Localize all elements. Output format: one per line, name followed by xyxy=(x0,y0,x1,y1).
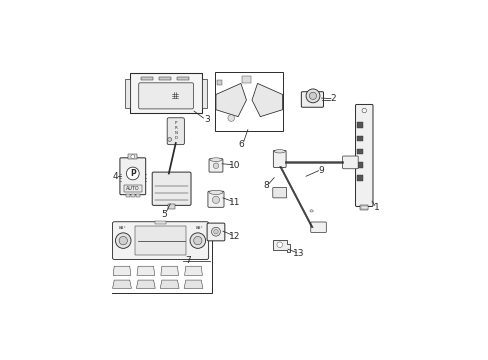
Circle shape xyxy=(167,138,171,141)
Bar xyxy=(357,149,363,154)
Polygon shape xyxy=(136,280,155,288)
Circle shape xyxy=(190,233,205,248)
Bar xyxy=(141,77,152,80)
Polygon shape xyxy=(183,280,203,288)
Polygon shape xyxy=(137,266,154,275)
Text: 10: 10 xyxy=(228,161,240,170)
Text: AUTO: AUTO xyxy=(126,186,140,191)
Text: 13: 13 xyxy=(292,249,304,258)
FancyBboxPatch shape xyxy=(152,172,191,205)
FancyBboxPatch shape xyxy=(112,222,208,260)
Text: 6: 6 xyxy=(238,140,244,149)
FancyBboxPatch shape xyxy=(355,104,372,207)
Bar xyxy=(360,205,367,210)
Ellipse shape xyxy=(309,210,313,212)
Bar xyxy=(109,228,211,293)
Circle shape xyxy=(361,108,366,113)
Text: D: D xyxy=(174,136,177,140)
Bar xyxy=(123,185,142,192)
Text: P: P xyxy=(174,121,177,125)
Bar xyxy=(177,77,188,80)
Text: 88°: 88° xyxy=(195,226,203,230)
FancyBboxPatch shape xyxy=(139,83,193,109)
Bar xyxy=(159,77,170,80)
FancyBboxPatch shape xyxy=(120,158,145,195)
Bar xyxy=(357,175,363,181)
Text: 8: 8 xyxy=(263,181,268,190)
Bar xyxy=(125,78,130,108)
Bar xyxy=(357,135,363,141)
Circle shape xyxy=(119,237,127,245)
FancyBboxPatch shape xyxy=(167,118,184,145)
FancyBboxPatch shape xyxy=(207,223,224,241)
Bar xyxy=(357,122,363,128)
Ellipse shape xyxy=(274,150,285,153)
Text: 11: 11 xyxy=(228,198,240,207)
Text: 88°: 88° xyxy=(118,226,126,230)
Bar xyxy=(215,72,283,131)
Text: 1: 1 xyxy=(373,203,379,212)
Text: 3: 3 xyxy=(203,115,209,124)
Polygon shape xyxy=(113,266,131,275)
Polygon shape xyxy=(251,84,282,117)
Circle shape xyxy=(309,92,316,99)
Ellipse shape xyxy=(209,158,222,161)
Text: 7: 7 xyxy=(184,256,190,265)
Bar xyxy=(360,206,367,209)
Bar xyxy=(135,226,185,255)
FancyBboxPatch shape xyxy=(272,187,286,198)
Circle shape xyxy=(213,163,218,168)
FancyBboxPatch shape xyxy=(207,191,224,207)
Circle shape xyxy=(276,242,282,247)
Bar xyxy=(217,80,222,85)
Text: 4: 4 xyxy=(112,172,118,181)
Polygon shape xyxy=(160,280,179,288)
Text: R: R xyxy=(174,126,177,130)
Polygon shape xyxy=(161,266,178,275)
Bar xyxy=(357,162,363,168)
FancyBboxPatch shape xyxy=(310,222,325,233)
Bar xyxy=(155,221,166,224)
Bar xyxy=(242,76,250,84)
Text: 9: 9 xyxy=(318,166,324,175)
Bar xyxy=(168,204,175,209)
Circle shape xyxy=(193,237,202,245)
FancyBboxPatch shape xyxy=(301,92,323,107)
Text: P: P xyxy=(130,169,135,178)
FancyBboxPatch shape xyxy=(208,159,223,172)
Polygon shape xyxy=(216,84,246,117)
Bar xyxy=(130,73,202,113)
Circle shape xyxy=(126,167,139,180)
Circle shape xyxy=(115,233,131,248)
Ellipse shape xyxy=(208,190,223,194)
Text: 5: 5 xyxy=(161,210,167,219)
FancyBboxPatch shape xyxy=(273,150,285,167)
Circle shape xyxy=(211,227,220,236)
FancyBboxPatch shape xyxy=(342,156,357,169)
Bar xyxy=(125,194,129,197)
Polygon shape xyxy=(184,266,202,275)
Bar xyxy=(136,194,140,197)
Bar xyxy=(202,78,207,108)
Polygon shape xyxy=(272,240,290,252)
Text: 12: 12 xyxy=(229,232,240,241)
Text: N: N xyxy=(174,131,177,135)
Circle shape xyxy=(131,155,135,159)
Circle shape xyxy=(305,89,319,103)
Circle shape xyxy=(212,196,219,203)
Polygon shape xyxy=(112,280,131,288)
Circle shape xyxy=(213,229,218,234)
Text: 2: 2 xyxy=(329,94,335,103)
Circle shape xyxy=(227,115,234,121)
Bar xyxy=(128,154,137,159)
Bar xyxy=(131,194,135,197)
